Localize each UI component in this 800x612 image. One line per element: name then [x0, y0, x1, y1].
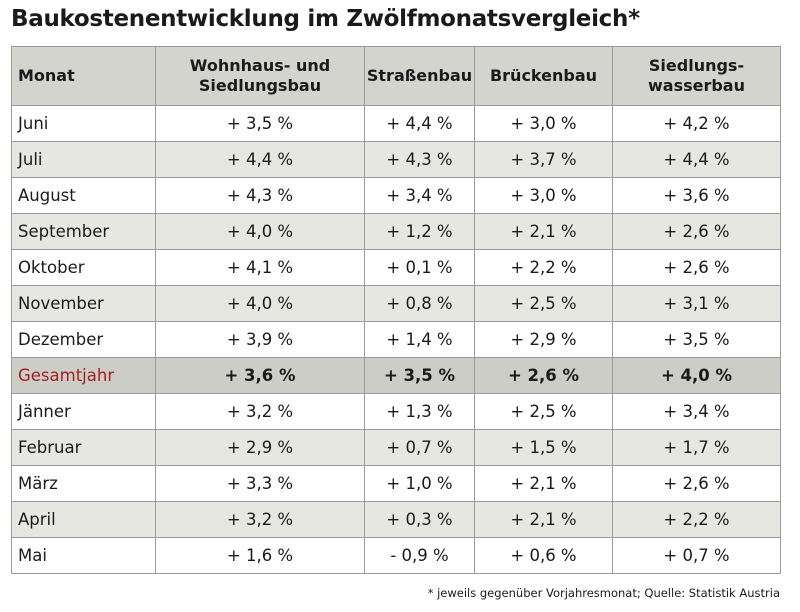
value-cell-residential: + 4,0 % — [155, 285, 365, 322]
value-cell-bridge: + 2,2 % — [474, 249, 613, 286]
value-cell-water: + 3,1 % — [612, 285, 781, 322]
month-cell: September — [11, 213, 156, 250]
value-cell-road: + 1,2 % — [364, 213, 475, 250]
table-body: Juni + 3,5 % + 4,4 % + 3,0 % + 4,2 % Juli + 4,… — [11, 105, 781, 574]
value-cell-residential: + 3,3 % — [155, 465, 365, 502]
value-cell-road: + 0,7 % — [364, 429, 475, 466]
month-cell: Jänner — [11, 393, 156, 430]
month-cell: Mai — [11, 537, 156, 574]
value-cell-residential: + 4,3 % — [155, 177, 365, 214]
value-cell-water: + 0,7 % — [612, 537, 781, 574]
table-row: Juni + 3,5 % + 4,4 % + 3,0 % + 4,2 % — [11, 105, 781, 142]
value-cell-road: + 1,4 % — [364, 321, 475, 358]
value-cell-bridge: + 2,5 % — [474, 393, 613, 430]
month-cell: August — [11, 177, 156, 214]
value-cell-bridge: + 2,9 % — [474, 321, 613, 358]
table-row-total: Gesamtjahr + 3,6 % + 3,5 % + 2,6 % + 4,0 % — [11, 357, 781, 394]
month-cell: Juni — [11, 105, 156, 142]
value-cell-road: + 4,3 % — [364, 141, 475, 178]
value-cell-residential: + 3,5 % — [155, 105, 365, 142]
month-cell: November — [11, 285, 156, 322]
value-cell-water: + 1,7 % — [612, 429, 781, 466]
value-cell-residential: + 4,1 % — [155, 249, 365, 286]
month-cell: Juli — [11, 141, 156, 178]
table-row: Dezember + 3,9 % + 1,4 % + 2,9 % + 3,5 % — [11, 321, 781, 358]
value-cell-water: + 4,2 % — [612, 105, 781, 142]
table-row: Februar + 2,9 % + 0,7 % + 1,5 % + 1,7 % — [11, 429, 781, 466]
value-cell-water: + 2,2 % — [612, 501, 781, 538]
value-cell-road: + 3,5 % — [364, 357, 475, 394]
value-cell-residential: + 3,6 % — [155, 357, 365, 394]
table-row: Jänner + 3,2 % + 1,3 % + 2,5 % + 3,4 % — [11, 393, 781, 430]
value-cell-bridge: + 2,1 % — [474, 213, 613, 250]
table-row: Juli + 4,4 % + 4,3 % + 3,7 % + 4,4 % — [11, 141, 781, 178]
month-cell: Februar — [11, 429, 156, 466]
value-cell-bridge: + 2,1 % — [474, 465, 613, 502]
value-cell-water: + 3,4 % — [612, 393, 781, 430]
value-cell-bridge: + 3,0 % — [474, 177, 613, 214]
value-cell-bridge: + 2,1 % — [474, 501, 613, 538]
value-cell-residential: + 3,2 % — [155, 393, 365, 430]
table-row: August + 4,3 % + 3,4 % + 3,0 % + 3,6 % — [11, 177, 781, 214]
column-header-residential: Wohnhaus- und Siedlungsbau — [155, 46, 365, 106]
header-row: Monat Wohnhaus- und Siedlungsbau Straßen… — [11, 46, 781, 106]
table-row: April + 3,2 % + 0,3 % + 2,1 % + 2,2 % — [11, 501, 781, 538]
value-cell-residential: + 4,4 % — [155, 141, 365, 178]
month-cell: Oktober — [11, 249, 156, 286]
value-cell-bridge: + 2,5 % — [474, 285, 613, 322]
value-cell-residential: + 4,0 % — [155, 213, 365, 250]
month-cell: April — [11, 501, 156, 538]
table-row: September + 4,0 % + 1,2 % + 2,1 % + 2,6 % — [11, 213, 781, 250]
cost-table: Monat Wohnhaus- und Siedlungsbau Straßen… — [11, 46, 781, 574]
table-row: März + 3,3 % + 1,0 % + 2,1 % + 2,6 % — [11, 465, 781, 502]
column-header-water: Siedlungs-wasserbau — [612, 46, 781, 106]
month-cell: Dezember — [11, 321, 156, 358]
value-cell-road: + 0,1 % — [364, 249, 475, 286]
chart-title: Baukostenentwicklung im Zwölfmonatsvergl… — [11, 6, 640, 32]
value-cell-water: + 3,5 % — [612, 321, 781, 358]
footnote: * jeweils gegenüber Vorjahresmonat; Quel… — [427, 586, 780, 600]
value-cell-road: - 0,9 % — [364, 537, 475, 574]
value-cell-bridge: + 2,6 % — [474, 357, 613, 394]
value-cell-bridge: + 3,0 % — [474, 105, 613, 142]
value-cell-road: + 0,3 % — [364, 501, 475, 538]
value-cell-road: + 0,8 % — [364, 285, 475, 322]
column-header-month: Monat — [11, 46, 156, 106]
value-cell-water: + 4,0 % — [612, 357, 781, 394]
value-cell-residential: + 3,2 % — [155, 501, 365, 538]
table-row: Mai + 1,6 % - 0,9 % + 0,6 % + 0,7 % — [11, 537, 781, 574]
value-cell-road: + 3,4 % — [364, 177, 475, 214]
month-cell: März — [11, 465, 156, 502]
value-cell-bridge: + 1,5 % — [474, 429, 613, 466]
value-cell-water: + 2,6 % — [612, 249, 781, 286]
value-cell-road: + 4,4 % — [364, 105, 475, 142]
value-cell-water: + 2,6 % — [612, 465, 781, 502]
month-cell: Gesamtjahr — [11, 357, 156, 394]
value-cell-residential: + 3,9 % — [155, 321, 365, 358]
value-cell-bridge: + 0,6 % — [474, 537, 613, 574]
table-row: November + 4,0 % + 0,8 % + 2,5 % + 3,1 % — [11, 285, 781, 322]
value-cell-bridge: + 3,7 % — [474, 141, 613, 178]
table-row: Oktober + 4,1 % + 0,1 % + 2,2 % + 2,6 % — [11, 249, 781, 286]
column-header-road: Straßenbau — [364, 46, 475, 106]
value-cell-water: + 4,4 % — [612, 141, 781, 178]
value-cell-road: + 1,0 % — [364, 465, 475, 502]
value-cell-water: + 2,6 % — [612, 213, 781, 250]
value-cell-water: + 3,6 % — [612, 177, 781, 214]
value-cell-residential: + 2,9 % — [155, 429, 365, 466]
value-cell-road: + 1,3 % — [364, 393, 475, 430]
value-cell-residential: + 1,6 % — [155, 537, 365, 574]
column-header-bridge: Brückenbau — [474, 46, 613, 106]
